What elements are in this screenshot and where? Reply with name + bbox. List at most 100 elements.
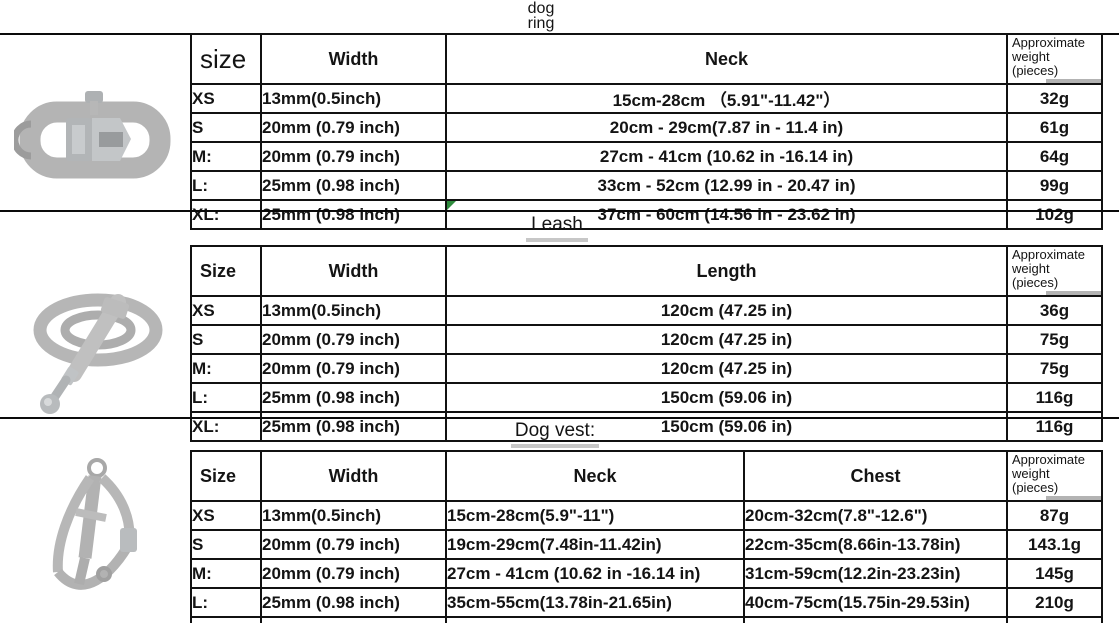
harness-buckle-shape — [120, 528, 137, 552]
width-cell: 25mm (0.98 inch) — [260, 616, 447, 623]
width-cell: 25mm (0.98 inch) — [260, 587, 447, 618]
collar-title-line2: ring — [527, 15, 555, 32]
snap-hook-shape — [40, 366, 79, 414]
width-cell: 13mm(0.5inch) — [260, 500, 447, 531]
cell-comment-marker-icon — [448, 202, 456, 210]
weight-cell: 32g — [1006, 83, 1103, 114]
col-header-size: size — [190, 33, 262, 85]
table-row: S 20mm (0.79 inch) 19cm-29cm(7.48in-11.4… — [190, 529, 1103, 560]
table-header-row: Size Width Length Approximate weight (pi… — [190, 245, 1103, 297]
weight-cell: 229g — [1006, 616, 1103, 623]
size-cell: S — [190, 324, 262, 355]
chest-cell: 31cm-59cm(12.2in-23.23in) — [743, 558, 1008, 589]
neck-cell: 15cm-28cm （5.91"-11.42"） — [445, 83, 1008, 114]
weight-header-line1: Approximate — [1012, 452, 1085, 467]
table-row: L: 25mm (0.98 inch) 150cm (59.06 in) 116… — [190, 382, 1103, 413]
size-cell: L: — [190, 170, 262, 201]
size-cell: XL: — [190, 411, 262, 442]
vest-title-text: Dog vest: — [514, 420, 596, 441]
chest-cell: 22cm-35cm(8.66in-13.78in) — [743, 529, 1008, 560]
table-row: XL: 25mm (0.98 inch) 37cm - 60cm (14.56 … — [190, 199, 1103, 230]
width-cell: 20mm (0.79 inch) — [260, 353, 447, 384]
weight-header-line2: weight (pieces) — [1012, 261, 1059, 290]
col-header-size: Size — [190, 450, 262, 502]
vest-size-table: Size Width Neck Chest Approximate weight… — [190, 450, 1103, 623]
underline-artifact — [526, 238, 588, 242]
table-row: XS 13mm(0.5inch) 120cm (47.25 in) 36g — [190, 295, 1103, 326]
underline-artifact — [1046, 496, 1100, 499]
leash-title-text: Leash — [531, 214, 583, 235]
section-divider — [0, 417, 1119, 419]
size-cell: XS — [190, 295, 262, 326]
neck-cell: 15cm-28cm(5.9"-11") — [445, 500, 745, 531]
underline-artifact — [511, 444, 599, 448]
table-row: XS 13mm(0.5inch) 15cm-28cm （5.91"-11.42"… — [190, 83, 1103, 114]
length-cell: 120cm (47.25 in) — [445, 324, 1008, 355]
length-cell: 150cm (59.06 in) — [445, 382, 1008, 413]
table-row: S 20mm (0.79 inch) 120cm (47.25 in) 75g — [190, 324, 1103, 355]
weight-header-line1: Approximate — [1012, 35, 1085, 50]
size-cell: L: — [190, 587, 262, 618]
table-header-row: Size Width Neck Chest Approximate weight… — [190, 450, 1103, 502]
weight-cell: 145g — [1006, 558, 1103, 589]
width-cell: 25mm (0.98 inch) — [260, 411, 447, 442]
weight-cell: 99g — [1006, 170, 1103, 201]
weight-header-line2: weight (pieces) — [1012, 466, 1059, 495]
col-header-weight: Approximate weight (pieces) — [1006, 450, 1103, 502]
top-loop-shape — [85, 91, 103, 103]
length-cell: 120cm (47.25 in) — [445, 295, 1008, 326]
leash-section-title: Leash — [0, 214, 1114, 242]
col-header-neck: Neck — [445, 450, 745, 502]
buckle-shape — [66, 118, 131, 161]
table-row: L: 25mm (0.98 inch) 33cm - 52cm (12.99 i… — [190, 170, 1103, 201]
length-cell: 120cm (47.25 in) — [445, 353, 1008, 384]
width-cell: 25mm (0.98 inch) — [260, 199, 447, 230]
size-cell: M: — [190, 141, 262, 172]
col-header-chest: Chest — [743, 450, 1008, 502]
weight-cell: 75g — [1006, 324, 1103, 355]
weight-cell: 75g — [1006, 353, 1103, 384]
weight-cell: 102g — [1006, 199, 1103, 230]
weight-cell: 210g — [1006, 587, 1103, 618]
leash-size-table: Size Width Length Approximate weight (pi… — [190, 245, 1103, 442]
width-cell: 25mm (0.98 inch) — [260, 170, 447, 201]
weight-cell: 64g — [1006, 141, 1103, 172]
col-header-weight: Approximate weight (pieces) — [1006, 245, 1103, 297]
size-cell: M: — [190, 353, 262, 384]
weight-cell: 116g — [1006, 411, 1103, 442]
neck-cell: 19cm-29cm(7.48in-11.42in) — [445, 529, 745, 560]
table-row: M: 20mm (0.79 inch) 120cm (47.25 in) 75g — [190, 353, 1103, 384]
weight-cell: 143.1g — [1006, 529, 1103, 560]
width-cell: 13mm(0.5inch) — [260, 295, 447, 326]
col-header-width: Width — [260, 450, 447, 502]
weight-cell: 61g — [1006, 112, 1103, 143]
length-cell: 150cm (59.06 in) — [445, 411, 1008, 442]
width-cell: 25mm (0.98 inch) — [260, 382, 447, 413]
neck-cell: 35cm-55cm(13.78in-21.65in) — [445, 587, 745, 618]
collar-image — [14, 91, 171, 179]
table-row: XL: 25mm (0.98 inch) 42cm-70cm(16.54in-2… — [190, 616, 1103, 623]
underline-artifact — [1046, 79, 1100, 82]
neck-cell: 20cm - 29cm(7.87 in - 11.4 in) — [445, 112, 1008, 143]
size-cell: S — [190, 112, 262, 143]
width-cell: 13mm(0.5inch) — [260, 83, 447, 114]
size-cell: L: — [190, 382, 262, 413]
size-cell: XL: — [190, 616, 262, 623]
table-row: XS 13mm(0.5inch) 15cm-28cm(5.9"-11") 20c… — [190, 500, 1103, 531]
width-cell: 20mm (0.79 inch) — [260, 558, 447, 589]
chest-cell: 40cm-75cm(15.75in-29.53in) — [743, 587, 1008, 618]
table-row: M: 20mm (0.79 inch) 27cm - 41cm (10.62 i… — [190, 141, 1103, 172]
collar-title-line1: dog — [527, 0, 555, 17]
leash-image — [33, 293, 163, 414]
d-ring-shape — [14, 120, 32, 160]
col-header-size: Size — [190, 245, 262, 297]
size-cell: XL: — [190, 199, 262, 230]
vest-section-title: Dog vest: — [0, 420, 1110, 448]
weight-cell: 116g — [1006, 382, 1103, 413]
width-cell: 20mm (0.79 inch) — [260, 324, 447, 355]
width-cell: 20mm (0.79 inch) — [260, 112, 447, 143]
table-row: L: 25mm (0.98 inch) 35cm-55cm(13.78in-21… — [190, 587, 1103, 618]
col-header-length: Length — [445, 245, 1008, 297]
